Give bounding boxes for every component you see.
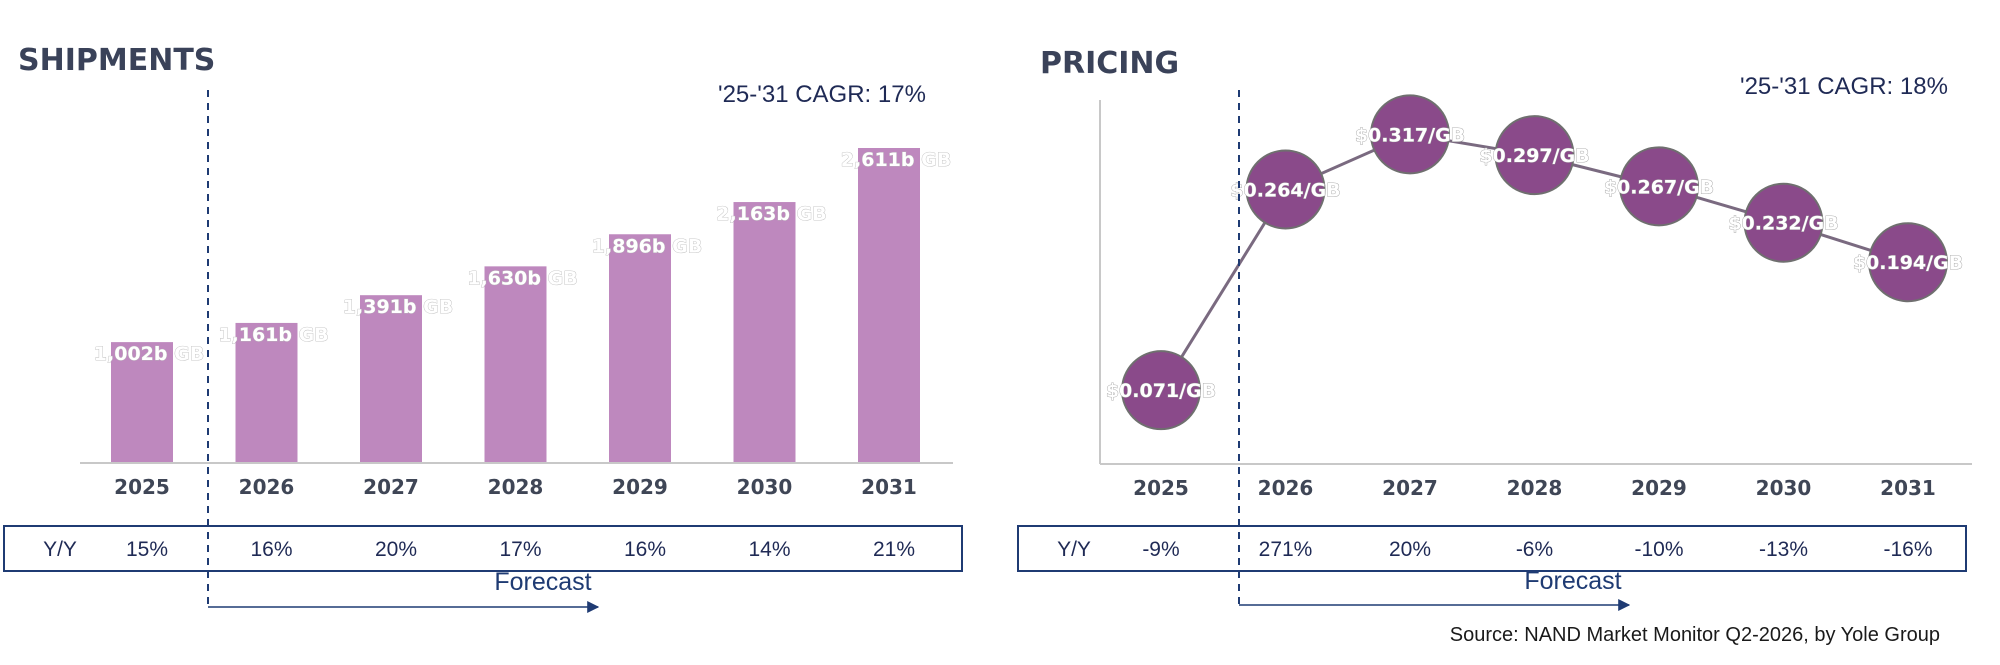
shipments-yy-value-2027: 20% bbox=[375, 538, 417, 561]
pricing-point-value-label: $0.071/GB bbox=[1106, 380, 1216, 402]
pricing-yy-value-2025: -9% bbox=[1142, 538, 1179, 561]
pricing-series: $0.071/GB $0.264/GB $0.317/GB $0.297/GB $0.2… bbox=[1105, 94, 1964, 431]
pricing-point-2029 bbox=[1619, 146, 1699, 227]
shipments-bar-2026 bbox=[235, 322, 298, 463]
pricing-cagr: '25-'31 CAGR: 18% bbox=[1740, 73, 1948, 100]
shipments-x-tick-2026: 2026 bbox=[239, 475, 295, 499]
pricing-x-tick-2028: 2028 bbox=[1507, 476, 1563, 500]
shipments-x-tick-2025: 2025 bbox=[114, 475, 170, 499]
pricing-x-tick-2025: 2025 bbox=[1133, 476, 1189, 500]
shipments-yy-table bbox=[3, 525, 963, 572]
shipments-yy-label: Y/Y bbox=[43, 538, 77, 561]
pricing-x-tick-2026: 2026 bbox=[1258, 476, 1314, 500]
pricing-yy-label: Y/Y bbox=[1057, 538, 1091, 561]
pricing-point-value-label: $0.317/GB bbox=[1355, 124, 1465, 146]
pricing-point-2030 bbox=[1743, 182, 1824, 263]
shipments-bar-value-label: 2,163b GB bbox=[716, 203, 826, 225]
shipments-x-tick-labels: 2025 2026 2027 2028 2029 2030 2031 bbox=[114, 475, 917, 499]
shipments-bar-2030 bbox=[733, 202, 796, 463]
pricing-point-2028 bbox=[1494, 115, 1575, 196]
pricing-point-value-label: $0.232/GB bbox=[1728, 213, 1838, 235]
shipments-x-tick-2027: 2027 bbox=[363, 475, 419, 499]
pricing-yy-value-2030: -13% bbox=[1759, 538, 1808, 561]
pricing-yy-value-2031: -16% bbox=[1883, 538, 1932, 561]
shipments-title: SHIPMENTS bbox=[18, 43, 215, 78]
pricing-yy-value-2029: -10% bbox=[1634, 538, 1683, 561]
pricing-forecast-label: Forecast bbox=[1524, 567, 1621, 595]
pricing-point-2025 bbox=[1121, 350, 1201, 431]
pricing-yy-value-2027: 20% bbox=[1389, 538, 1431, 561]
shipments-yy-value-2030: 14% bbox=[748, 538, 790, 561]
pricing-x-tick-2027: 2027 bbox=[1382, 476, 1438, 500]
pricing-point-2026 bbox=[1245, 149, 1326, 230]
pricing-point-2027 bbox=[1370, 94, 1450, 175]
shipments-bar-value-label: 1,002b GB bbox=[94, 343, 204, 365]
pricing-yy-value-2028: -6% bbox=[1516, 538, 1553, 561]
pricing-point-2031 bbox=[1868, 222, 1948, 303]
shipments-panel: SHIPMENTS '25-'31 CAGR: 17% 1,002b GB 1,1… bbox=[3, 43, 963, 613]
shipments-bar-value-label: 1,391b GB bbox=[343, 296, 453, 318]
pricing-point-value-label: $0.194/GB bbox=[1853, 252, 1963, 274]
shipments-bar-2031 bbox=[858, 148, 920, 463]
shipments-bar-2025 bbox=[111, 342, 173, 463]
shipments-bar-value-label: 1,896b GB bbox=[592, 235, 702, 257]
shipments-bar-2028 bbox=[484, 266, 547, 463]
shipments-x-tick-2030: 2030 bbox=[737, 475, 793, 499]
shipments-bar-value-label: 1,630b GB bbox=[467, 267, 577, 289]
shipments-yy-value-2028: 17% bbox=[499, 538, 541, 561]
pricing-panel: PRICING '25-'31 CAGR: 18% $0.071/GB $0.26… bbox=[1017, 46, 1972, 611]
pricing-x-tick-2029: 2029 bbox=[1631, 476, 1687, 500]
pricing-yy-table bbox=[1017, 525, 1967, 572]
pricing-x-tick-2031: 2031 bbox=[1880, 476, 1936, 500]
shipments-yy-values: 15% 16% 20% 17% 16% 14% 21% bbox=[126, 538, 915, 561]
shipments-yy-value-2029: 16% bbox=[624, 538, 666, 561]
shipments-bar-2027 bbox=[360, 295, 422, 463]
pricing-title: PRICING bbox=[1040, 46, 1179, 81]
shipments-x-tick-2031: 2031 bbox=[861, 475, 917, 499]
shipments-yy-value-2025: 15% bbox=[126, 538, 168, 561]
shipments-yy-value-2031: 21% bbox=[873, 538, 915, 561]
pricing-yy-value-2026: 271% bbox=[1259, 538, 1313, 561]
shipments-yy-value-2026: 16% bbox=[250, 538, 292, 561]
shipments-bars: 1,002b GB 1,161b GB 1,391b GB 1,630b GB 1,89… bbox=[93, 148, 952, 463]
shipments-bar-value-label: 1,161b GB bbox=[218, 324, 328, 346]
pricing-point-value-label: $0.264/GB bbox=[1230, 179, 1340, 201]
shipments-bar-value-label: 2,611b GB bbox=[841, 149, 951, 171]
shipments-bar-2029 bbox=[609, 234, 671, 463]
shipments-cagr: '25-'31 CAGR: 17% bbox=[718, 81, 926, 108]
shipments-x-tick-2028: 2028 bbox=[488, 475, 544, 499]
shipments-forecast-label: Forecast bbox=[494, 568, 591, 596]
shipments-x-tick-2029: 2029 bbox=[612, 475, 668, 499]
pricing-point-value-label: $0.267/GB bbox=[1604, 176, 1714, 198]
pricing-point-value-label: $0.297/GB bbox=[1479, 145, 1589, 167]
pricing-x-tick-2030: 2030 bbox=[1756, 476, 1812, 500]
pricing-x-tick-labels: 2025 2026 2027 2028 2029 2030 2031 bbox=[1133, 476, 1936, 500]
source-note: Source: NAND Market Monitor Q2-2026, by … bbox=[1450, 624, 1940, 646]
pricing-yy-values: -9% 271% 20% -6% -10% -13% -16% bbox=[1142, 538, 1932, 561]
